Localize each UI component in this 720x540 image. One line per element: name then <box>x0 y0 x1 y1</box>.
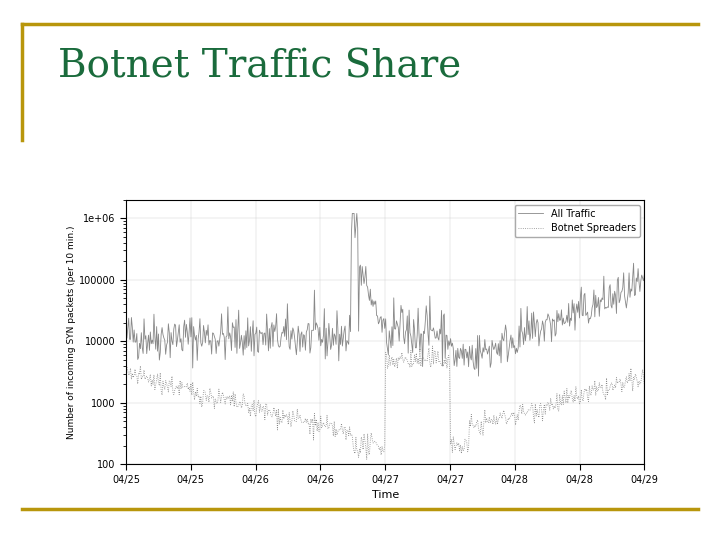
All Traffic <box>122 327 130 334</box>
All Traffic <box>612 310 621 317</box>
Botnet Spreaders <box>125 372 133 379</box>
All Traffic <box>303 327 312 333</box>
Legend: All Traffic, Botnet Spreaders: All Traffic, Botnet Spreaders <box>515 205 639 237</box>
All Traffic <box>640 271 649 278</box>
All Traffic <box>474 373 483 380</box>
All Traffic <box>348 210 356 217</box>
All Traffic <box>576 294 585 300</box>
All Traffic <box>435 337 444 343</box>
All Traffic <box>125 315 133 321</box>
X-axis label: Time: Time <box>372 490 399 501</box>
Botnet Spreaders <box>122 364 130 370</box>
Botnet Spreaders <box>303 416 312 422</box>
Botnet Spreaders <box>640 382 649 388</box>
Y-axis label: Number of incoming SYN packets (per 10 min.): Number of incoming SYN packets (per 10 m… <box>67 225 76 439</box>
All Traffic <box>472 365 481 372</box>
Botnet Spreaders <box>576 399 585 405</box>
Botnet Spreaders <box>473 417 482 423</box>
Line: All Traffic: All Traffic <box>126 213 644 376</box>
Botnet Spreaders <box>612 374 621 381</box>
Botnet Spreaders <box>428 343 437 349</box>
Botnet Spreaders <box>436 357 444 364</box>
Line: Botnet Spreaders: Botnet Spreaders <box>126 346 644 459</box>
Text: Botnet Traffic Share: Botnet Traffic Share <box>58 49 461 86</box>
Botnet Spreaders <box>362 456 371 462</box>
